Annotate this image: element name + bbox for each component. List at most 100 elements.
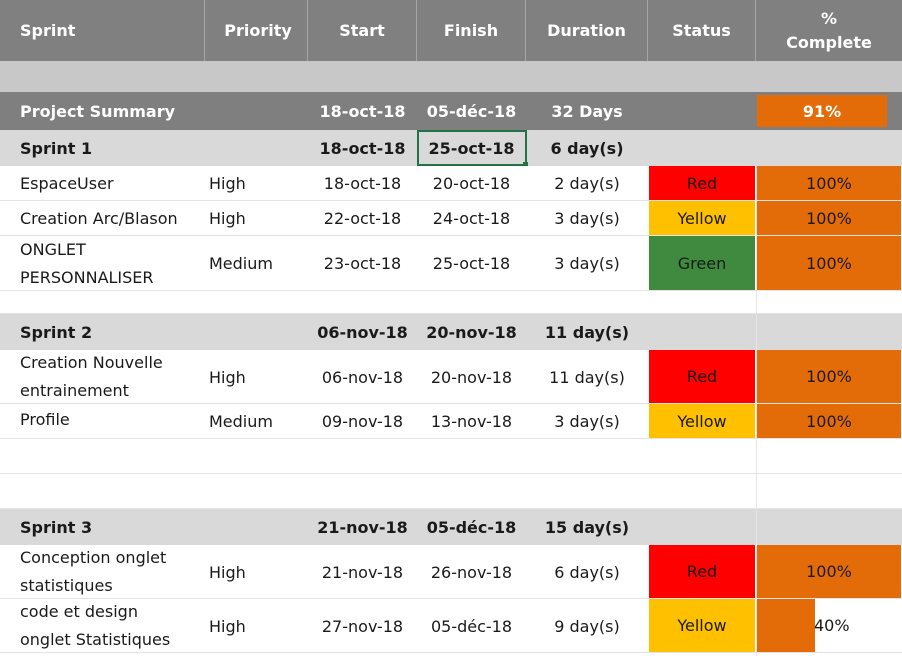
header-finish[interactable]: Finish — [417, 0, 526, 61]
task-finish[interactable]: 13-nov-18 — [430, 412, 513, 431]
task-percent[interactable]: 100% — [806, 367, 852, 386]
header-percent-complete[interactable]: % Complete — [756, 0, 902, 61]
task-duration[interactable]: 11 day(s) — [549, 367, 625, 387]
sprint-header-row[interactable]: Sprint 3 21-nov-18 05-déc-18 15 day(s) — [0, 509, 902, 545]
task-status[interactable]: Yellow — [649, 599, 755, 652]
sprint-start[interactable]: 06-nov-18 — [317, 322, 408, 342]
project-summary-row[interactable]: Project Summary 18-oct-18 05-déc-18 32 D… — [0, 92, 902, 130]
summary-duration[interactable]: 32 Days — [551, 101, 623, 121]
sprint-duration[interactable]: 11 day(s) — [544, 322, 630, 342]
summary-start[interactable]: 18-oct-18 — [319, 101, 406, 121]
column-header-row: Sprint Priority Start Finish Duration St… — [0, 0, 902, 61]
task-percent[interactable]: 40% — [814, 616, 850, 635]
task-percent[interactable]: 100% — [806, 173, 852, 193]
header-sprint[interactable]: Sprint — [0, 0, 205, 61]
task-finish[interactable]: 20-oct-18 — [432, 174, 511, 193]
task-start[interactable]: 21-nov-18 — [321, 562, 404, 582]
header-priority[interactable]: Priority — [205, 0, 308, 61]
sprint-duration[interactable]: 6 day(s) — [550, 138, 624, 158]
task-row[interactable]: Creation Nouvelle entrainement High 06-n… — [0, 350, 902, 404]
task-row[interactable]: Profile Medium 09-nov-18 13-nov-18 3 day… — [0, 404, 902, 439]
spacer-row[interactable] — [0, 61, 902, 92]
task-row[interactable]: Conception onglet statistiques High 21-n… — [0, 545, 902, 599]
task-status[interactable]: Red — [649, 350, 755, 403]
sprint-header-row[interactable]: Sprint 2 06-nov-18 20-nov-18 11 day(s) — [0, 314, 902, 350]
task-status[interactable]: Red — [649, 166, 755, 200]
empty-row[interactable] — [0, 291, 902, 314]
task-name[interactable]: ONGLET PERSONNALISER — [20, 239, 154, 287]
progress-bar — [757, 404, 901, 438]
task-finish[interactable]: 25-oct-18 — [432, 254, 511, 273]
empty-row[interactable] — [0, 474, 902, 509]
empty-row[interactable] — [0, 439, 902, 474]
sprint-header-row[interactable]: Sprint 1 18-oct-18 25-oct-18 6 day(s) — [0, 130, 902, 167]
grid-line — [756, 166, 757, 656]
sprint-finish[interactable]: 20-nov-18 — [426, 322, 517, 342]
task-priority[interactable]: High — [209, 209, 246, 228]
task-finish[interactable]: 05-déc-18 — [430, 616, 513, 636]
header-percent-symbol: % — [820, 8, 838, 28]
task-row[interactable]: EspaceUser High 18-oct-18 20-oct-18 2 da… — [0, 166, 902, 201]
task-finish[interactable]: 24-oct-18 — [432, 209, 511, 228]
task-name[interactable]: Conception onglet statistiques — [20, 548, 167, 595]
header-status[interactable]: Status — [648, 0, 756, 61]
task-finish[interactable]: 26-nov-18 — [430, 562, 513, 582]
summary-label[interactable]: Project Summary — [20, 101, 176, 121]
task-priority[interactable]: Medium — [209, 254, 273, 273]
header-complete-label: Complete — [786, 32, 872, 52]
task-name[interactable]: Profile — [20, 410, 70, 429]
task-finish[interactable]: 20-nov-18 — [430, 367, 513, 387]
sprint-start[interactable]: 18-oct-18 — [319, 138, 406, 158]
task-duration[interactable]: 3 day(s) — [554, 254, 620, 273]
task-start[interactable]: 06-nov-18 — [321, 367, 404, 387]
progress-bar — [757, 201, 901, 235]
task-status[interactable]: Yellow — [649, 201, 755, 235]
sprint-finish[interactable]: 25-oct-18 — [428, 138, 515, 158]
summary-percent[interactable]: 91% — [757, 95, 887, 127]
task-percent[interactable]: 100% — [806, 253, 852, 273]
task-priority[interactable]: High — [209, 616, 246, 636]
task-name[interactable]: code et design onglet Statistiques — [20, 602, 171, 649]
task-percent[interactable]: 100% — [806, 411, 852, 431]
progress-bar — [757, 350, 901, 403]
task-start[interactable]: 23-oct-18 — [323, 254, 402, 273]
header-start[interactable]: Start — [308, 0, 417, 61]
progress-bar — [757, 599, 815, 652]
summary-finish[interactable]: 05-déc-18 — [426, 101, 517, 121]
task-priority[interactable]: Medium — [209, 412, 273, 431]
task-start[interactable]: 22-oct-18 — [323, 209, 402, 228]
header-duration[interactable]: Duration — [526, 0, 648, 61]
task-priority[interactable]: High — [209, 562, 246, 582]
task-status[interactable]: Red — [649, 545, 755, 598]
sprint-finish[interactable]: 05-déc-18 — [426, 517, 517, 537]
task-status[interactable]: Green — [649, 236, 755, 290]
sprint-name[interactable]: Sprint 1 — [20, 138, 93, 158]
task-duration[interactable]: 9 day(s) — [554, 616, 620, 636]
sprint-name[interactable]: Sprint 3 — [20, 517, 93, 537]
task-status[interactable]: Yellow — [649, 404, 755, 438]
task-percent[interactable]: 100% — [806, 208, 852, 228]
task-start[interactable]: 09-nov-18 — [321, 412, 404, 431]
task-start[interactable]: 18-oct-18 — [323, 174, 402, 193]
progress-bar — [757, 166, 901, 200]
fill-handle[interactable] — [523, 162, 528, 167]
sprint-start[interactable]: 21-nov-18 — [317, 517, 408, 537]
task-name[interactable]: Creation Arc/Blason — [20, 208, 178, 228]
task-row[interactable]: Creation Arc/Blason High 22-oct-18 24-oc… — [0, 201, 902, 236]
task-priority[interactable]: High — [209, 367, 246, 387]
progress-bar — [757, 545, 901, 598]
task-name[interactable]: EspaceUser — [20, 173, 114, 193]
task-duration[interactable]: 2 day(s) — [554, 174, 620, 193]
task-percent[interactable]: 100% — [806, 562, 852, 581]
task-duration[interactable]: 6 day(s) — [554, 562, 620, 582]
sprint-duration[interactable]: 15 day(s) — [544, 517, 630, 537]
task-row[interactable]: code et design onglet Statistiques High … — [0, 599, 902, 653]
task-start[interactable]: 27-nov-18 — [321, 616, 404, 636]
task-row[interactable]: ONGLET PERSONNALISER Medium 23-oct-18 25… — [0, 236, 902, 291]
sprint-name[interactable]: Sprint 2 — [20, 322, 93, 342]
task-duration[interactable]: 3 day(s) — [554, 209, 620, 228]
task-duration[interactable]: 3 day(s) — [554, 412, 620, 431]
task-name[interactable]: Creation Nouvelle entrainement — [20, 353, 163, 400]
task-priority[interactable]: High — [209, 174, 246, 193]
